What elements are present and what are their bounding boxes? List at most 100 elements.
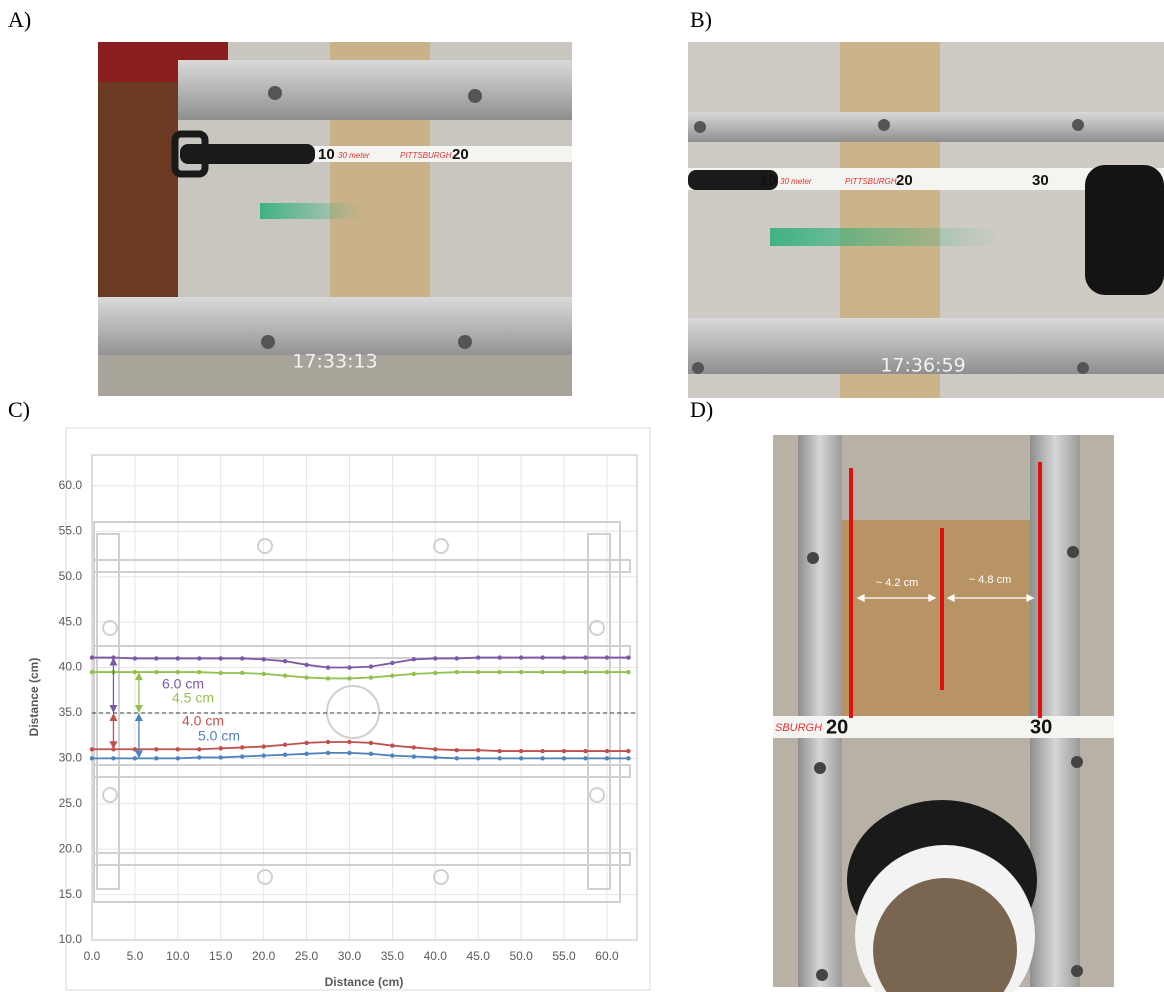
data-point <box>411 671 417 677</box>
data-point <box>368 740 374 746</box>
data-point <box>583 669 588 675</box>
photo-d: SBURGH 20 30 ~ 4.2 cm ~ 4.8 cm <box>773 435 1114 992</box>
timestamp: 17:33:13 <box>292 351 377 373</box>
data-point <box>433 670 438 676</box>
data-point <box>282 752 288 757</box>
data-point <box>604 669 610 675</box>
data-point <box>497 748 502 754</box>
plot-border <box>91 454 638 941</box>
ruler-number: 20 <box>452 146 469 163</box>
data-point <box>540 756 545 761</box>
data-point <box>325 665 331 670</box>
ruler-text: SBURGH <box>775 722 822 734</box>
annotation-label: 6.0 cm <box>162 676 204 692</box>
data-point <box>304 740 309 746</box>
x-tick-label: 15.0 <box>209 949 233 963</box>
data-point <box>261 753 266 758</box>
data-point <box>454 669 459 675</box>
annotation-label: 4.5 cm <box>172 690 214 706</box>
y-tick-label: 60.0 <box>59 478 83 492</box>
data-point <box>132 656 138 661</box>
data-point <box>626 748 631 754</box>
data-point <box>540 669 545 675</box>
data-point <box>411 745 417 750</box>
data-point <box>411 754 417 759</box>
y-tick-label: 25.0 <box>59 796 83 810</box>
data-point <box>454 756 459 761</box>
data-point <box>476 655 481 660</box>
data-point <box>518 748 524 754</box>
x-tick-label: 10.0 <box>166 949 190 963</box>
data-point <box>583 748 588 754</box>
x-tick-label: 5.0 <box>127 949 144 963</box>
data-point <box>476 747 481 753</box>
data-point <box>561 748 567 754</box>
data-point <box>368 664 374 669</box>
chart-frame <box>65 427 651 991</box>
data-point <box>325 750 331 756</box>
schematic <box>93 521 631 903</box>
ruler-text: 30 meter <box>780 177 812 186</box>
data-point <box>282 742 288 747</box>
data-point <box>261 657 266 662</box>
data-point <box>626 756 631 761</box>
photo-a: 10 30 meter PITTSBURGH 20 17:33:13 <box>98 42 572 396</box>
data-point <box>282 673 288 678</box>
data-point <box>347 739 352 745</box>
y-tick-label: 20.0 <box>59 841 83 855</box>
timestamp: 17:36:59 <box>880 355 965 377</box>
data-point <box>626 669 631 675</box>
data-point <box>433 755 438 760</box>
series-line <box>92 752 629 760</box>
x-tick-label: 55.0 <box>552 949 576 963</box>
annotation-label: 4.0 cm <box>182 713 224 729</box>
data-point <box>89 655 95 660</box>
ruler-number: 20 <box>896 172 913 189</box>
data-point <box>239 656 245 661</box>
data-point <box>218 670 223 676</box>
ruler-number: 30 <box>1030 716 1052 738</box>
data-point <box>561 756 567 761</box>
x-tick-label: 50.0 <box>509 949 533 963</box>
data-point <box>154 656 159 661</box>
data-point <box>89 756 95 761</box>
data-point <box>476 756 481 761</box>
data-point <box>154 669 159 675</box>
data-point <box>518 756 524 761</box>
x-axis-label: Distance (cm) <box>325 975 404 989</box>
data-point <box>304 662 309 668</box>
panel-label: B) <box>690 7 712 32</box>
panel-label: C) <box>8 397 30 422</box>
data-point <box>476 669 481 675</box>
x-tick-label: 40.0 <box>424 949 448 963</box>
arrow-head <box>109 712 118 750</box>
data-point <box>411 657 417 662</box>
data-point <box>325 739 331 745</box>
data-point <box>583 756 588 761</box>
data-point <box>239 745 245 750</box>
ruler-text: PITTSBURGH <box>845 177 897 186</box>
data-point <box>540 655 545 660</box>
data-point <box>261 671 266 677</box>
data-point <box>433 747 438 752</box>
data-point <box>454 747 459 753</box>
data-point <box>368 751 374 757</box>
data-point <box>175 747 181 752</box>
y-tick-label: 45.0 <box>59 614 83 628</box>
data-point <box>304 675 309 680</box>
ruler-number: 20 <box>826 716 848 738</box>
data-point <box>111 756 116 761</box>
data-point <box>239 754 245 759</box>
data-point <box>347 676 352 681</box>
measurement: ~ 4.2 cm <box>876 577 919 589</box>
y-axis-label: Distance (cm) <box>27 658 41 737</box>
y-tick-label: 40.0 <box>59 660 83 674</box>
data-point <box>390 753 395 758</box>
data-point <box>390 743 395 748</box>
data-point <box>261 744 266 749</box>
data-point <box>497 669 502 675</box>
data-point <box>304 751 309 757</box>
data-point <box>497 756 502 761</box>
